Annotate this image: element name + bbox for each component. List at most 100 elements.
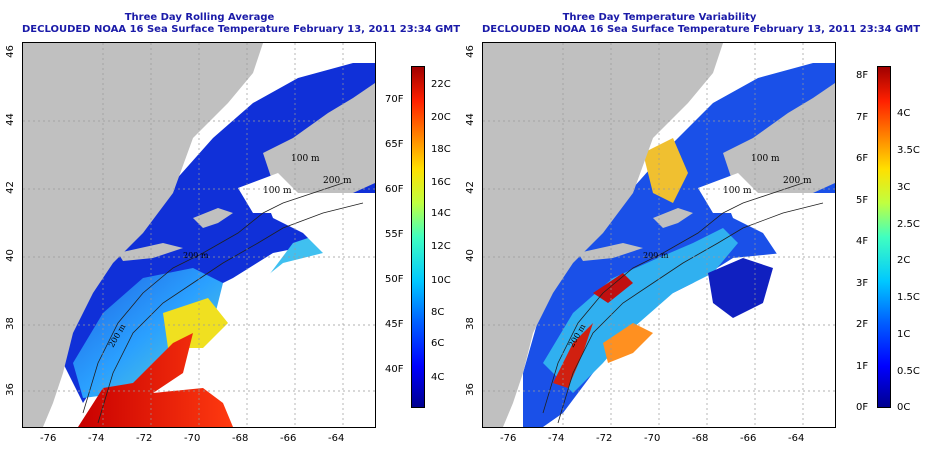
land-mainland (23, 43, 263, 427)
nodata-east (643, 193, 835, 427)
right-map-panel: 100 m 100 m 200 m 200 m 200 m (482, 42, 836, 428)
right-x-tick: -76 (500, 433, 517, 444)
right-cb-c-label: 3.5C (897, 145, 920, 156)
left-cb-c-label: 22C (431, 79, 451, 90)
right-cb-f-label: 7F (856, 112, 869, 123)
left-y-tick: 38 (4, 317, 16, 330)
right-colorbar (877, 66, 891, 408)
left-cb-c-label: 18C (431, 144, 451, 155)
nodata-east (238, 193, 375, 427)
left-x-tick: -68 (232, 433, 249, 444)
right-cb-c-label: 3C (897, 182, 911, 193)
ocean-mid (73, 268, 223, 398)
left-cb-c-label: 12C (431, 241, 451, 252)
left-y-tick: 36 (4, 383, 16, 396)
contour-shelf-break (82, 182, 344, 414)
left-colorbar (411, 66, 425, 408)
left-y-tick: 40 (4, 249, 16, 262)
left-x-tick: -70 (184, 433, 201, 444)
land-nova-scotia (263, 83, 375, 198)
left-cb-c-label: 20C (431, 112, 451, 123)
right-y-tick: 44 (464, 113, 476, 126)
left-title-line2: DECLOUDED NOAA 16 Sea Surface Temperatur… (22, 24, 461, 35)
left-cb-f-label: 40F (385, 364, 404, 375)
var-ocean-cyan (543, 228, 738, 393)
ocean-yellow-patch (163, 298, 228, 348)
left-cb-f-label: 45F (385, 319, 404, 330)
right-cb-c-label: 2C (897, 255, 911, 266)
land-mainland (483, 43, 723, 427)
left-cb-f-label: 70F (385, 94, 404, 105)
var-ocean-red-streak (553, 323, 593, 388)
var-ocean-red-streak-2 (593, 273, 633, 303)
left-cb-f-label: 50F (385, 274, 404, 285)
left-x-tick: -66 (280, 433, 297, 444)
land-long-island (578, 243, 643, 261)
left-cb-f-label: 55F (385, 229, 404, 240)
right-y-tick: 40 (464, 249, 476, 262)
right-x-tick: -72 (596, 433, 613, 444)
right-cb-c-label: 0C (897, 402, 911, 413)
right-x-tick: -68 (692, 433, 709, 444)
var-ocean-dark-east (708, 258, 773, 318)
contour-label-2: 100 m (723, 186, 752, 196)
var-ocean-yellow (643, 138, 688, 203)
left-x-tick: -76 (40, 433, 57, 444)
right-cb-f-label: 1F (856, 361, 869, 372)
left-cb-c-label: 14C (431, 208, 451, 219)
contour-label-4: 200 m (643, 251, 669, 260)
left-y-tick: 42 (4, 181, 16, 194)
right-cb-f-label: 5F (856, 195, 869, 206)
contour-label-3: 200 m (323, 176, 352, 186)
right-map-svg: 100 m 100 m 200 m 200 m 200 m (483, 43, 835, 427)
contour-label-3: 200 m (783, 176, 812, 186)
right-cb-c-label: 1.5C (897, 292, 920, 303)
left-map-title: Three Day Rolling Average DECLOUDED NOAA… (22, 12, 461, 36)
right-map-title: Three Day Temperature Variability DECLOU… (482, 12, 921, 36)
left-cb-c-label: 4C (431, 372, 445, 383)
right-title-line2: DECLOUDED NOAA 16 Sea Surface Temperatur… (482, 24, 921, 35)
right-cb-c-label: 4C (897, 108, 911, 119)
right-y-tick: 36 (464, 383, 476, 396)
var-ocean-orange (603, 323, 653, 363)
right-y-tick: 42 (464, 181, 476, 194)
right-cb-c-label: 2.5C (897, 219, 920, 230)
left-y-tick: 46 (4, 45, 16, 58)
contour-deep (97, 202, 364, 424)
left-y-tick: 44 (4, 113, 16, 126)
land-cape-cod (653, 208, 693, 228)
land-nova-scotia (723, 83, 835, 198)
left-grid (23, 43, 375, 427)
right-title-line1: Three Day Temperature Variability (562, 12, 757, 23)
right-cb-c-label: 1C (897, 329, 911, 340)
left-cb-c-label: 16C (431, 177, 451, 188)
right-cb-f-label: 3F (856, 278, 869, 289)
contour-label-1: 100 m (751, 154, 780, 164)
land-long-island (118, 243, 183, 261)
land-cape-cod (193, 208, 233, 228)
left-cb-f-label: 65F (385, 139, 404, 150)
right-x-tick: -74 (548, 433, 565, 444)
left-map-panel: 100 m 100 m 200 m 200 m 200 m (22, 42, 376, 428)
ocean-warm (78, 333, 233, 427)
right-cb-f-label: 4F (856, 236, 869, 247)
left-cb-c-label: 6C (431, 338, 445, 349)
right-cb-f-label: 2F (856, 319, 869, 330)
left-x-tick: -64 (328, 433, 345, 444)
right-y-tick: 38 (464, 317, 476, 330)
right-grid (483, 43, 835, 427)
left-x-tick: -74 (88, 433, 105, 444)
right-cb-f-label: 8F (856, 70, 869, 81)
right-y-tick: 46 (464, 45, 476, 58)
right-cb-f-label: 0F (856, 402, 869, 413)
right-x-tick: -66 (740, 433, 757, 444)
left-cb-c-label: 10C (431, 275, 451, 286)
right-x-tick: -64 (788, 433, 805, 444)
contour-deep (557, 202, 824, 424)
left-map-svg: 100 m 100 m 200 m 200 m 200 m (23, 43, 375, 427)
contour-label-4: 200 m (183, 251, 209, 260)
left-title-line1: Three Day Rolling Average (124, 12, 275, 23)
contour-label-1: 100 m (291, 154, 320, 164)
contour-label-2: 100 m (263, 186, 292, 196)
right-cb-f-label: 6F (856, 153, 869, 164)
